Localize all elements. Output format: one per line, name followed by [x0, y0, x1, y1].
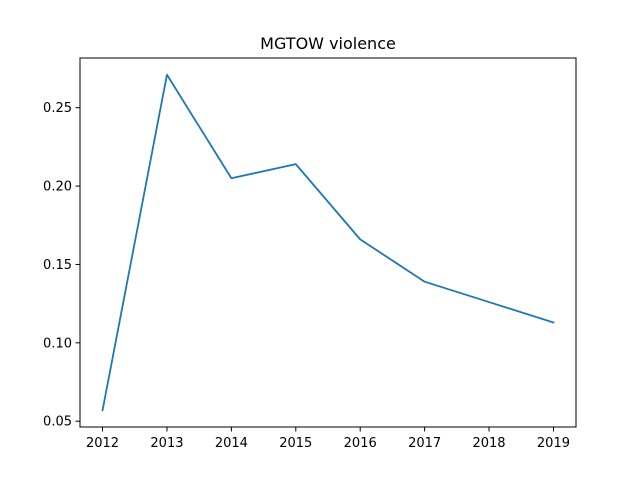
- x-tick-label: 2015: [279, 436, 312, 451]
- x-tick-label: 2012: [86, 436, 119, 451]
- x-axis: 2012 2013 2014 2015 2016 2017 2018 2019: [86, 427, 570, 451]
- x-tick-label: 2014: [215, 436, 248, 451]
- chart-title: MGTOW violence: [260, 34, 396, 53]
- series-line: [101, 73, 555, 412]
- x-tick-label: 2016: [344, 436, 377, 451]
- y-tick-label: 0.25: [43, 101, 72, 116]
- x-tick-label: 2017: [408, 436, 441, 451]
- x-tick-label: 2018: [472, 436, 505, 451]
- y-tick-label: 0.05: [43, 415, 72, 430]
- y-tick-label: 0.15: [43, 258, 72, 273]
- y-tick-label: 0.10: [43, 336, 72, 351]
- y-axis: 0.05 0.10 0.15 0.20 0.25: [43, 101, 80, 430]
- y-tick-label: 0.20: [43, 180, 72, 195]
- x-tick-label: 2013: [150, 436, 183, 451]
- x-tick-label: 2019: [537, 436, 570, 451]
- plot-frame: [79, 57, 577, 428]
